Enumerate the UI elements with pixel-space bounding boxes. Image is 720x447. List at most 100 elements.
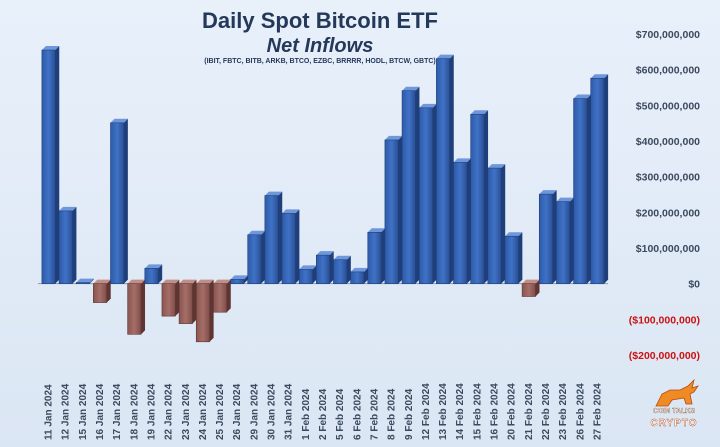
x-tick-label: 13 Feb 2024 xyxy=(438,383,449,440)
bar xyxy=(195,283,210,343)
y-tick-label: $100,000,000 xyxy=(636,243,700,255)
bar xyxy=(75,282,90,284)
bar-top xyxy=(522,279,540,284)
bar xyxy=(384,139,399,284)
bar-side xyxy=(415,86,420,284)
bar-top xyxy=(93,279,111,284)
bar-side xyxy=(55,46,60,284)
x-tick-label: 26 Jan 2024 xyxy=(232,383,243,440)
bar-side xyxy=(329,251,334,284)
bar-side xyxy=(449,54,454,284)
bar-top xyxy=(282,209,300,214)
y-tick-label: $0 xyxy=(688,279,700,291)
bar-top xyxy=(539,190,557,195)
x-tick-label: 23 Jan 2024 xyxy=(181,383,192,440)
bar-top xyxy=(419,103,437,108)
bar-side xyxy=(175,279,180,317)
x-tick-label: 12 Jan 2024 xyxy=(61,383,72,440)
x-tick-label: 26 Feb 2024 xyxy=(575,383,586,440)
bar xyxy=(556,201,571,284)
bar-side xyxy=(535,279,540,297)
bar xyxy=(367,232,382,284)
bar-top xyxy=(76,278,94,283)
bar-top xyxy=(470,110,489,115)
x-tick-label: 29 Jan 2024 xyxy=(249,383,260,440)
bar xyxy=(401,90,416,284)
x-tick-label: 11 Jan 2024 xyxy=(44,384,55,440)
x-tick-label: 12 Feb 2024 xyxy=(421,383,432,440)
bar xyxy=(161,283,176,317)
bar-side xyxy=(123,118,128,284)
bar-top xyxy=(59,206,77,211)
bar-top xyxy=(110,118,128,123)
y-tick-label: $500,000,000 xyxy=(636,100,700,112)
y-tick-label: ($100,000,000) xyxy=(629,314,700,326)
bar xyxy=(58,210,73,284)
bar-side xyxy=(295,209,300,284)
bar-side xyxy=(89,278,94,284)
bar-side xyxy=(398,135,403,284)
x-tick-label: 22 Jan 2024 xyxy=(164,383,175,440)
bar-top xyxy=(196,279,214,284)
logo-text-line1: COIN TALKS xyxy=(652,408,696,415)
bar-side xyxy=(209,279,214,342)
x-tick-label: 21 Feb 2024 xyxy=(524,383,535,440)
x-tick-label: 23 Feb 2024 xyxy=(558,383,569,440)
x-tick-label: 25 Jan 2024 xyxy=(215,383,226,440)
bar-side xyxy=(226,279,231,313)
bar-top xyxy=(453,158,471,163)
bar-top xyxy=(573,94,591,99)
bar xyxy=(247,234,262,284)
bar xyxy=(127,283,142,335)
bar xyxy=(230,279,245,284)
bar-top xyxy=(384,135,403,140)
bar-side xyxy=(106,279,111,303)
bar-side xyxy=(518,232,523,284)
bar xyxy=(470,113,485,284)
x-tick-label: 30 Jan 2024 xyxy=(267,383,278,440)
bar xyxy=(487,167,502,284)
y-tick-label: ($200,000,000) xyxy=(629,350,700,362)
bar xyxy=(333,259,348,284)
bar-side xyxy=(312,265,317,284)
bar-top xyxy=(161,279,180,284)
y-tick-label: $200,000,000 xyxy=(636,207,700,219)
bar-side xyxy=(501,164,506,284)
bar-top xyxy=(556,197,574,202)
bar-top xyxy=(590,74,609,79)
bar xyxy=(144,268,159,284)
x-tick-label: 1 Feb 2024 xyxy=(301,388,312,440)
x-tick-label: 31 Jan 2024 xyxy=(284,383,295,440)
x-tick-label: 15 Feb 2024 xyxy=(472,383,483,440)
x-tick-label: 15 Jan 2024 xyxy=(78,383,89,440)
x-tick-label: 18 Jan 2024 xyxy=(129,383,140,440)
bar xyxy=(538,193,553,284)
bar xyxy=(110,122,125,284)
chart-title: Daily Spot Bitcoin ETF xyxy=(202,8,438,33)
bar-side xyxy=(484,110,489,284)
bar-side xyxy=(586,94,591,284)
bar-top xyxy=(436,54,454,59)
bar-side xyxy=(569,197,574,284)
bar-side xyxy=(141,279,146,335)
bar xyxy=(350,271,365,284)
x-tick-label: 5 Feb 2024 xyxy=(335,388,346,440)
y-tick-label: $300,000,000 xyxy=(636,172,700,184)
bar-top xyxy=(333,255,351,260)
y-tick-label: $400,000,000 xyxy=(636,136,700,148)
bar-top xyxy=(213,279,231,284)
bar-side xyxy=(346,255,351,284)
x-tick-label: 8 Feb 2024 xyxy=(387,388,398,440)
x-tick-label: 19 Jan 2024 xyxy=(146,383,157,440)
bar xyxy=(590,77,605,284)
ticker-list: (IBIT, FBTC, BITB, ARKB, BTCO, EZBC, BRR… xyxy=(204,58,436,65)
x-tick-label: 6 Feb 2024 xyxy=(352,388,363,440)
bar-top xyxy=(127,279,146,284)
bull-icon xyxy=(655,378,699,407)
x-tick-label: 22 Feb 2024 xyxy=(541,383,552,440)
x-tick-label: 2 Feb 2024 xyxy=(318,388,329,440)
bar xyxy=(178,283,193,324)
x-tick-label: 16 Jan 2024 xyxy=(95,383,106,440)
